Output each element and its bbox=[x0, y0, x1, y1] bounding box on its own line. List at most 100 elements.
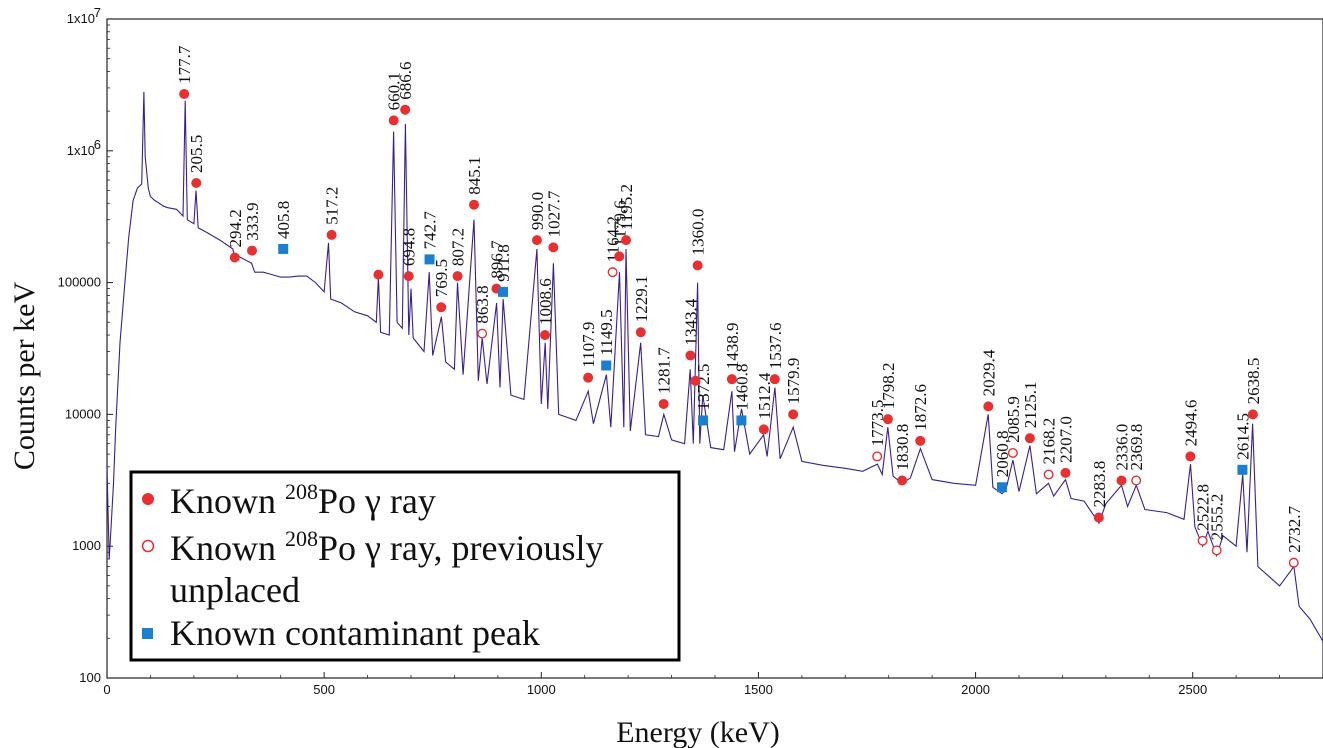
known-peak-marker bbox=[1247, 409, 1258, 420]
peak-label: 990.0 bbox=[528, 192, 547, 230]
y-tick-label: 100000 bbox=[58, 275, 101, 290]
peak-label: 1830.8 bbox=[893, 424, 912, 471]
peak-label: 1460.8 bbox=[732, 364, 751, 411]
peak-label: 2029.4 bbox=[979, 349, 998, 396]
known-peak-marker bbox=[400, 104, 411, 115]
known-peak-marker bbox=[769, 374, 780, 385]
peak-label: 1027.7 bbox=[544, 190, 563, 237]
y-tick-label: 1x10 bbox=[67, 11, 95, 26]
peak-label: 177.7 bbox=[175, 45, 194, 84]
x-tick-label: 2500 bbox=[1178, 682, 1207, 697]
known-peak-marker bbox=[1116, 475, 1127, 486]
known-peak-marker bbox=[685, 350, 696, 361]
peak-label: 2060.8 bbox=[993, 431, 1012, 478]
peak-label: 911.8 bbox=[494, 244, 513, 282]
unplaced-peak-marker bbox=[872, 451, 883, 462]
legend-contaminant-marker bbox=[142, 628, 153, 639]
contaminant-peak-marker bbox=[698, 415, 709, 426]
known-peak-marker bbox=[191, 177, 202, 188]
peak-label: 1438.9 bbox=[723, 322, 742, 369]
known-peak-marker bbox=[692, 260, 703, 271]
peak-label: 694.8 bbox=[400, 228, 419, 266]
peak-label: 1798.2 bbox=[879, 362, 898, 409]
peak-label: 517.2 bbox=[323, 187, 342, 225]
unplaced-peak-marker bbox=[1043, 469, 1054, 480]
unplaced-peak-marker bbox=[1131, 475, 1142, 486]
known-peak-marker bbox=[788, 409, 799, 420]
known-peak-marker bbox=[1024, 433, 1035, 444]
peak-label: 2336.0 bbox=[1113, 424, 1132, 471]
peak-label: 1149.5 bbox=[597, 309, 616, 355]
known-peak-marker bbox=[1060, 467, 1071, 478]
legend: Known 208Po γ ray Known 208Po γ ray, pre… bbox=[129, 470, 681, 662]
legend-unplaced-marker bbox=[141, 539, 155, 553]
peak-label: 1360.0 bbox=[689, 209, 708, 256]
y-tick-label: 1x10 bbox=[67, 143, 95, 158]
peak-label: 1195.2 bbox=[617, 184, 636, 230]
peak-label: 1008.6 bbox=[536, 278, 555, 325]
contaminant-peak-marker bbox=[736, 415, 747, 426]
peak-label: 1512.4 bbox=[755, 372, 774, 419]
peak-label: 2085.9 bbox=[1004, 396, 1023, 443]
legend-box bbox=[129, 470, 681, 662]
peak-label: 2168.2 bbox=[1040, 418, 1059, 465]
y-tick-label: 1000 bbox=[72, 538, 101, 553]
known-peak-marker bbox=[388, 115, 399, 126]
peak-label: 1872.6 bbox=[911, 384, 930, 431]
peak-label: 1773.5 bbox=[868, 400, 887, 447]
unplaced-peak-marker bbox=[607, 267, 618, 278]
known-peak-marker bbox=[621, 235, 632, 246]
x-tick-label: 2000 bbox=[961, 682, 990, 697]
y-axis-title: Counts per keV bbox=[8, 282, 41, 471]
peak-label: 2494.6 bbox=[1181, 400, 1200, 447]
peak-label: 2522.8 bbox=[1194, 484, 1213, 531]
peak-label: 2369.8 bbox=[1127, 424, 1146, 471]
known-peak-marker bbox=[1093, 512, 1104, 523]
peak-label: 405.8 bbox=[274, 201, 293, 239]
y-tick-exponent: 6 bbox=[94, 137, 101, 152]
contaminant-peak-marker bbox=[497, 286, 508, 297]
known-peak-marker bbox=[915, 435, 926, 446]
known-peak-marker bbox=[436, 302, 447, 313]
known-peak-marker bbox=[326, 229, 337, 240]
peak-label: 1579.9 bbox=[784, 358, 803, 405]
known-peak-marker bbox=[614, 251, 625, 262]
unplaced-peak-marker bbox=[1288, 557, 1299, 568]
peak-label: 769.5 bbox=[432, 259, 451, 297]
peak-label: 1229.1 bbox=[632, 276, 651, 323]
x-axis-title: Energy (keV) bbox=[616, 716, 780, 748]
unplaced-peak-marker bbox=[477, 328, 488, 339]
y-tick-label: 10000 bbox=[65, 406, 101, 421]
unplaced-peak-marker bbox=[1197, 535, 1208, 546]
legend-unplaced-label-line2: unplaced bbox=[170, 570, 300, 610]
y-tick-label: 100 bbox=[79, 670, 101, 685]
x-tick-label: 500 bbox=[313, 682, 335, 697]
known-peak-marker bbox=[635, 327, 646, 338]
contaminant-peak-marker bbox=[424, 254, 435, 265]
peak-label: 205.5 bbox=[187, 135, 206, 173]
contaminant-peak-marker bbox=[601, 360, 612, 371]
known-peak-marker bbox=[690, 375, 701, 386]
peak-label: 1372.5 bbox=[694, 364, 713, 411]
legend-contaminant-label: Known contaminant peak bbox=[170, 613, 540, 653]
peak-label: 1281.7 bbox=[655, 347, 674, 394]
spectrum-line bbox=[106, 91, 1323, 642]
legend-known-label: Known 208Po γ ray bbox=[170, 479, 436, 521]
y-tick-exponent: 7 bbox=[94, 5, 101, 20]
peak-label: 1164.2 bbox=[604, 216, 623, 262]
peak-label: 333.9 bbox=[243, 202, 262, 240]
known-peak-marker bbox=[758, 424, 769, 435]
peak-label: 2283.8 bbox=[1090, 461, 1109, 508]
peak-label: 1343.4 bbox=[681, 298, 700, 345]
known-peak-marker bbox=[403, 271, 414, 282]
peak-label: 2207.0 bbox=[1057, 416, 1076, 463]
legend-unplaced-label: Known 208Po γ ray, previously bbox=[170, 526, 604, 568]
unplaced-peak-marker bbox=[1007, 447, 1018, 458]
peak-label: 742.7 bbox=[421, 211, 440, 250]
peak-label: 686.6 bbox=[396, 61, 415, 99]
known-peak-marker bbox=[882, 414, 893, 425]
peak-label: 863.8 bbox=[473, 285, 492, 323]
